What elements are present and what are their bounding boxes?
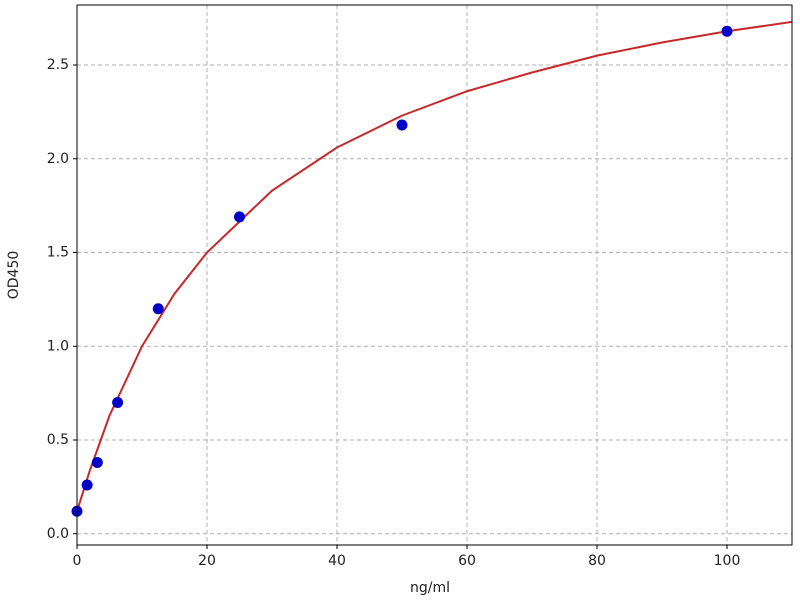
- x-tick-label: 40: [328, 553, 346, 569]
- data-point: [152, 303, 164, 315]
- data-point: [234, 211, 245, 223]
- y-tick-label: 2.0: [47, 151, 69, 167]
- y-tick-label: 2.5: [47, 57, 69, 73]
- data-point: [91, 457, 103, 468]
- y-axis-label: OD450: [6, 251, 22, 300]
- data-point: [81, 479, 93, 491]
- y-tick-label: 0.5: [47, 432, 69, 448]
- x-tick-label: 20: [198, 553, 216, 569]
- data-point: [396, 119, 408, 131]
- data-point: [112, 397, 124, 408]
- x-tick-label: 80: [588, 553, 606, 569]
- x-axis-label: ng/ml: [410, 580, 450, 596]
- y-tick-label: 1.0: [47, 338, 69, 354]
- data-point: [721, 25, 733, 37]
- x-tick-label: 60: [458, 553, 476, 569]
- x-tick-label: 0: [73, 553, 82, 569]
- fit-curve: [77, 20, 792, 512]
- y-tick-label: 1.5: [47, 245, 69, 261]
- x-tick-label: 100: [714, 553, 741, 569]
- y-tick-label: 0.0: [47, 526, 69, 542]
- plot-frame: [76, 4, 793, 546]
